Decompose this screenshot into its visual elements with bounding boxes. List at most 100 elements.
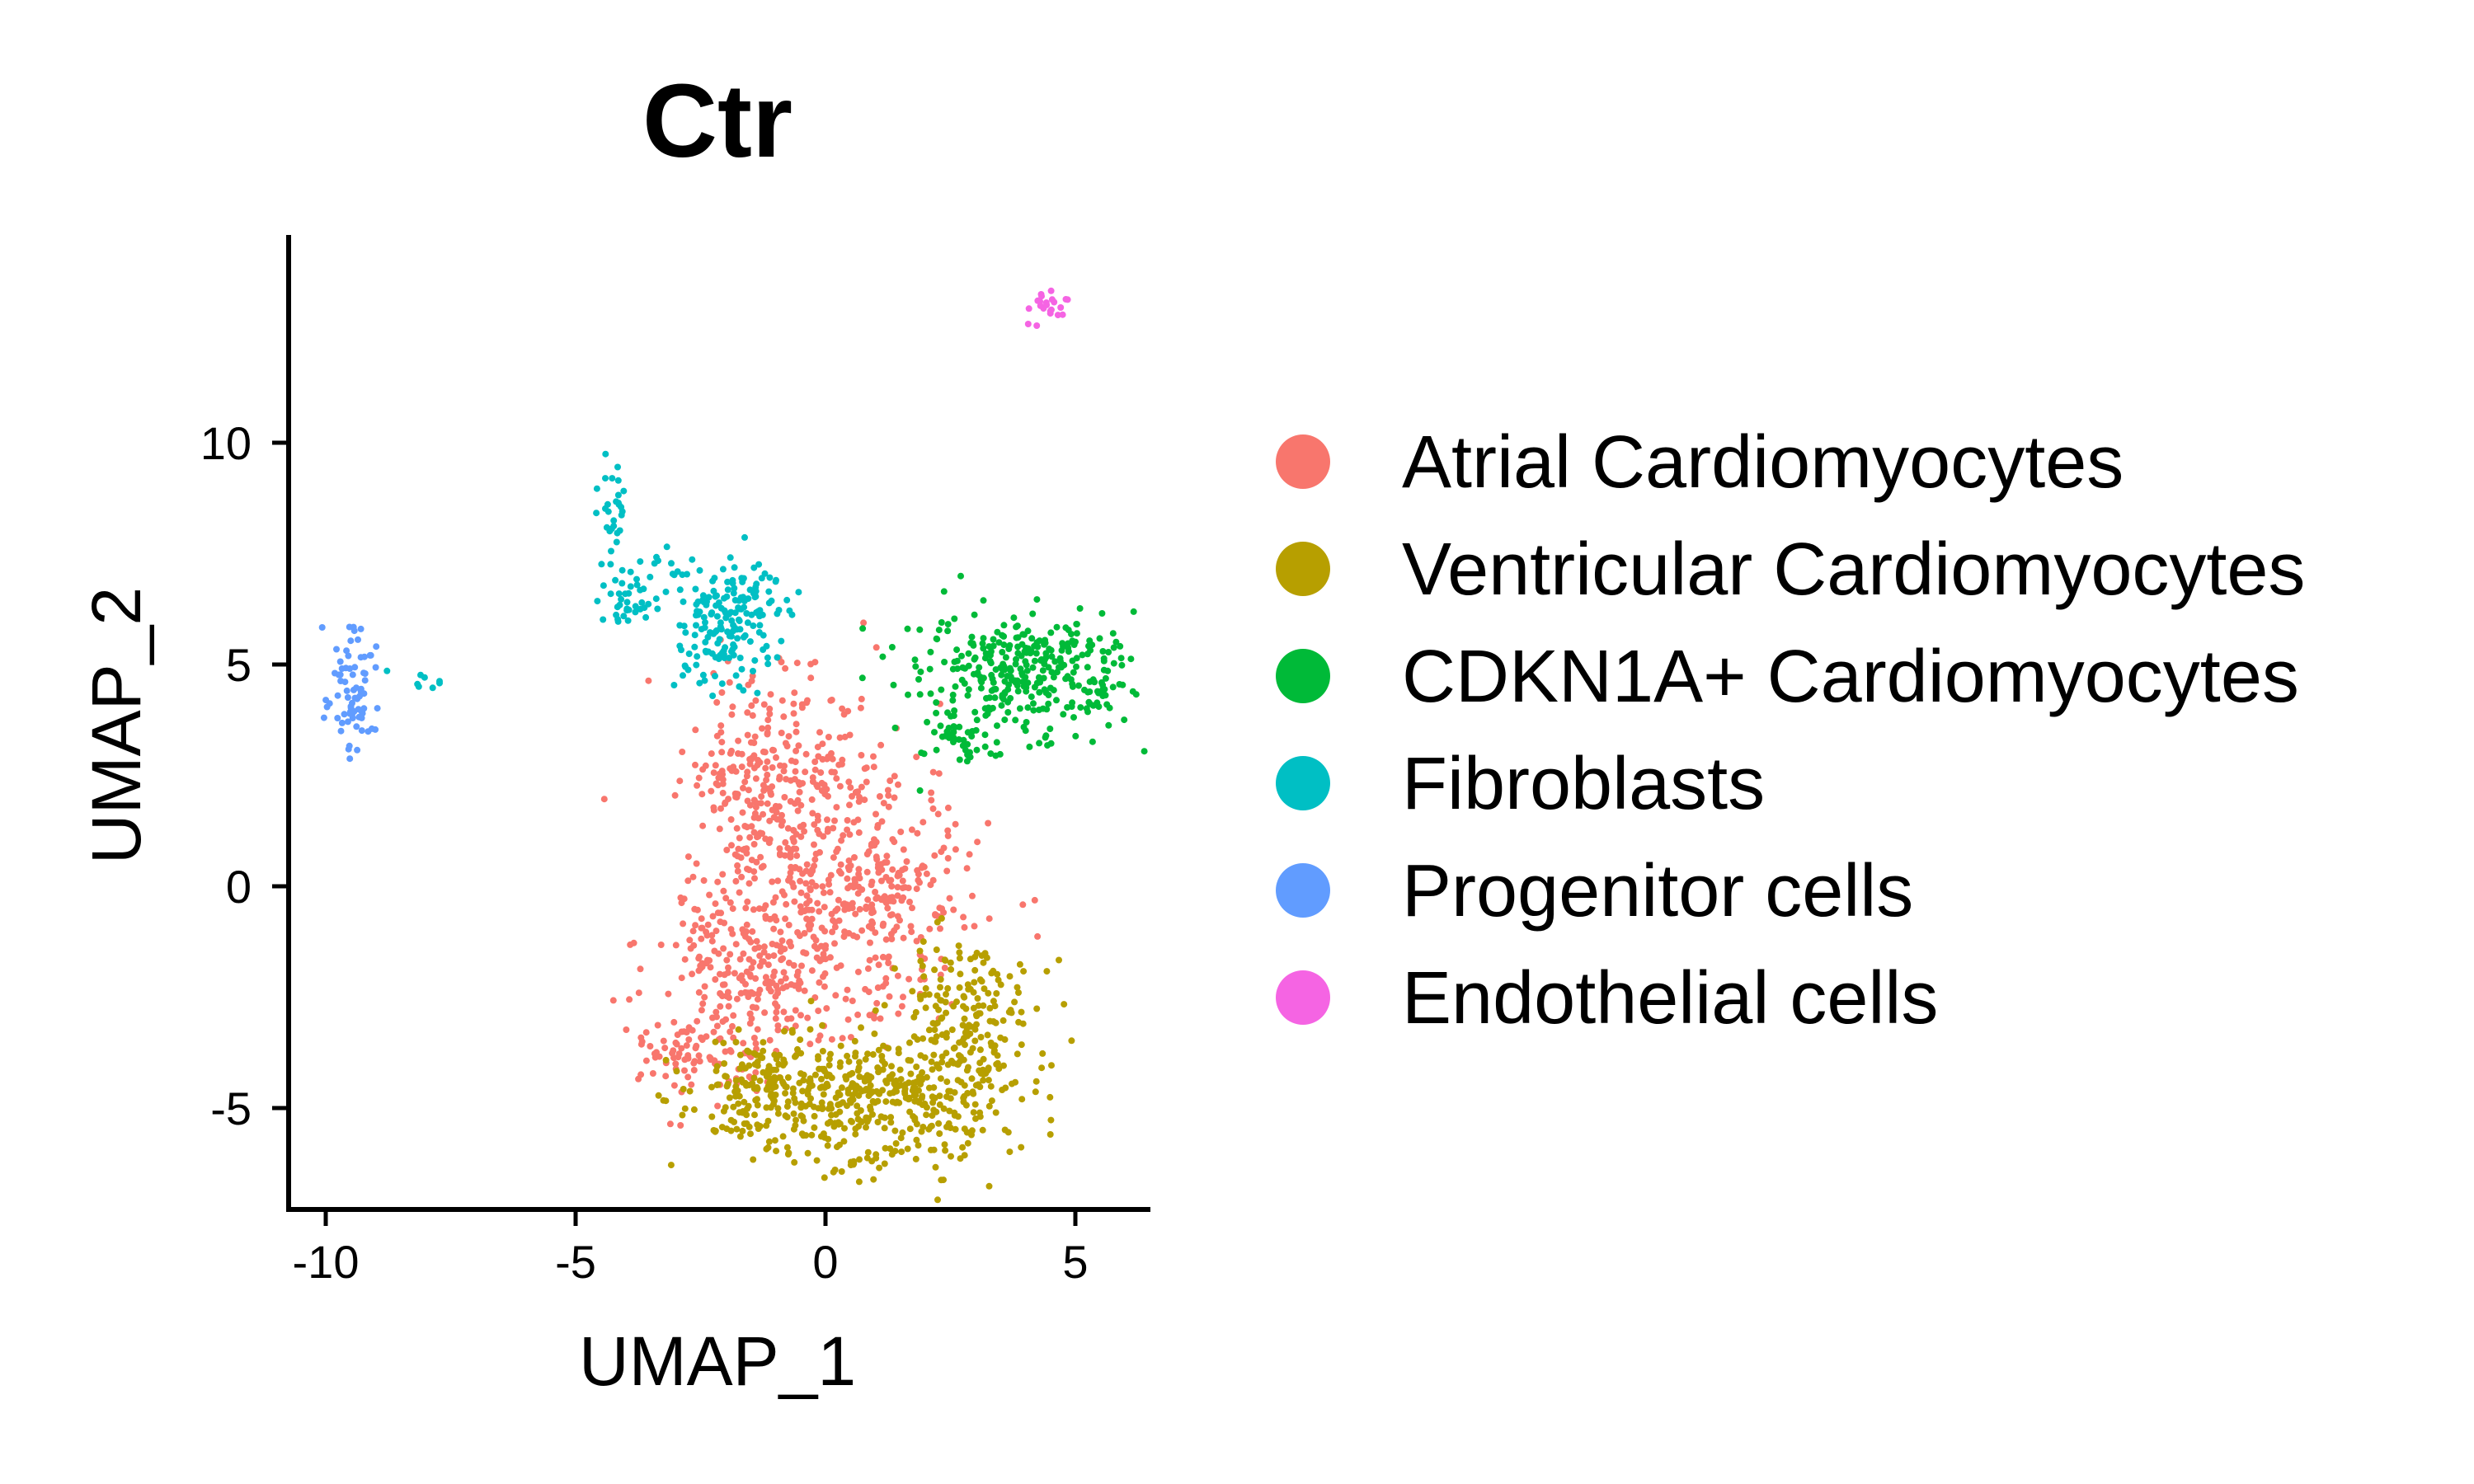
x-tick-label: 5	[1062, 1236, 1088, 1288]
data-point	[916, 879, 923, 886]
data-point	[868, 924, 876, 932]
data-point	[1002, 1084, 1009, 1092]
data-point	[816, 1032, 824, 1040]
data-point	[684, 1073, 692, 1081]
data-point	[741, 823, 749, 829]
data-point	[760, 782, 767, 789]
data-point	[1041, 686, 1048, 693]
data-point	[1018, 1008, 1025, 1016]
legend-label-endothelial-cells: Endothelial cells	[1402, 957, 1938, 1040]
data-point	[797, 801, 805, 809]
data-point	[820, 1091, 827, 1098]
data-point	[925, 1125, 933, 1133]
data-point	[936, 1101, 943, 1108]
data-point	[937, 1075, 944, 1082]
data-point	[624, 617, 632, 624]
data-point	[958, 652, 965, 660]
data-point	[1014, 984, 1021, 991]
data-point	[888, 1151, 896, 1158]
data-point	[781, 763, 788, 770]
data-point	[713, 1022, 721, 1030]
data-point	[952, 820, 959, 828]
data-point	[1031, 657, 1038, 665]
data-point	[712, 673, 718, 679]
data-point	[679, 1111, 686, 1119]
data-point	[1096, 635, 1103, 642]
y-tick-label: -5	[210, 1082, 252, 1134]
data-point	[787, 853, 794, 861]
data-point	[929, 876, 937, 884]
data-point	[698, 1036, 706, 1044]
data-point	[717, 1003, 724, 1010]
data-point	[896, 1066, 904, 1073]
data-point	[760, 810, 767, 818]
data-point	[1099, 693, 1107, 699]
data-point	[853, 1082, 860, 1090]
data-point	[701, 983, 708, 990]
data-point	[795, 742, 802, 749]
data-point	[804, 1014, 811, 1021]
data-point	[881, 1002, 888, 1009]
data-point	[1047, 629, 1055, 636]
data-point	[607, 590, 614, 598]
data-point	[616, 601, 623, 608]
data-point	[652, 595, 660, 603]
data-point	[884, 787, 891, 794]
data-point	[901, 865, 909, 872]
data-point	[854, 1011, 862, 1018]
data-point	[1054, 312, 1061, 319]
data-point	[676, 777, 684, 785]
data-point	[825, 1062, 833, 1069]
data-point	[751, 945, 759, 952]
data-point	[714, 640, 722, 647]
data-point	[713, 1013, 720, 1021]
data-point	[765, 1138, 773, 1145]
data-point	[818, 1075, 825, 1082]
data-point	[913, 885, 920, 893]
data-point	[808, 967, 816, 974]
data-point	[727, 1028, 734, 1036]
data-point	[885, 791, 892, 799]
data-point	[814, 826, 821, 834]
data-point	[781, 794, 788, 801]
data-point	[707, 964, 714, 971]
data-point	[797, 1070, 804, 1078]
data-point	[807, 1026, 814, 1033]
data-point	[964, 981, 971, 989]
data-point	[938, 619, 945, 626]
data-point	[915, 676, 922, 683]
data-point	[711, 1057, 718, 1064]
data-point	[797, 903, 804, 910]
data-point	[1045, 692, 1052, 698]
data-point	[830, 824, 837, 832]
data-point	[957, 1078, 965, 1086]
data-point	[900, 934, 907, 942]
data-point	[1006, 1148, 1014, 1156]
data-point	[867, 939, 873, 946]
data-point	[981, 655, 989, 662]
data-point	[642, 613, 650, 621]
data-point	[745, 1102, 752, 1110]
data-point	[990, 636, 997, 643]
data-point	[817, 1133, 825, 1140]
data-point	[766, 574, 774, 581]
data-point	[788, 1026, 796, 1034]
data-point	[980, 1055, 987, 1063]
data-point	[890, 1089, 897, 1097]
data-point	[936, 1130, 943, 1137]
data-point	[736, 1109, 743, 1116]
data-point	[712, 900, 719, 908]
data-point	[383, 667, 391, 674]
data-point	[844, 901, 851, 909]
data-point	[867, 1082, 874, 1089]
data-point	[708, 932, 716, 939]
data-point	[778, 978, 784, 985]
data-point	[985, 915, 993, 923]
data-point	[734, 867, 741, 875]
data-point	[916, 691, 924, 698]
data-point	[987, 651, 994, 659]
data-point	[751, 1111, 758, 1119]
data-point	[765, 984, 773, 992]
data-point	[740, 784, 746, 791]
data-point	[725, 796, 732, 803]
